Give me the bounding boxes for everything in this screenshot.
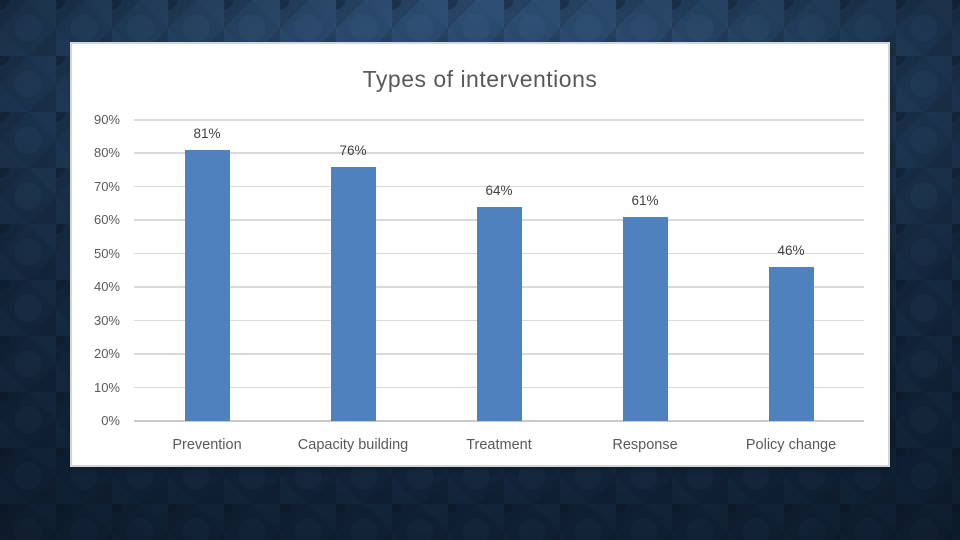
bar-value-label: 81% (193, 126, 221, 142)
gridline (134, 152, 864, 154)
bar-capacity-building (330, 166, 376, 421)
bar-treatment (476, 206, 522, 421)
y-axis-tick-label: 60% (93, 212, 120, 228)
y-axis-tick-label: 20% (93, 346, 120, 362)
gridline (134, 119, 864, 121)
bar-value-label: 46% (777, 243, 805, 259)
bar-response (622, 216, 668, 421)
chart-title: Types of interventions (362, 66, 598, 92)
x-axis-category-label: Treatment (466, 437, 532, 453)
x-axis-category-label: Capacity building (297, 437, 409, 453)
gridline (134, 185, 864, 188)
y-axis-tick-label: 10% (93, 379, 120, 395)
x-axis-category-label: Prevention (172, 437, 242, 453)
y-axis-tick-label: 80% (93, 145, 120, 161)
chart-panel: Types of interventions 0% 10% 20% 30% 40% 50%… (72, 44, 888, 465)
y-axis-tick-label: 40% (93, 279, 120, 295)
y-axis-tick-label: 30% (93, 312, 120, 328)
y-axis-tick-label: 50% (93, 245, 120, 261)
bar-value-label: 64% (485, 182, 513, 198)
x-axis-category-label: Policy change (745, 437, 837, 453)
y-axis-tick-label: 90% (93, 112, 120, 127)
x-axis-category-label: Response (612, 437, 678, 453)
bar-prevention (184, 150, 230, 421)
bar-value-label: 76% (339, 142, 367, 158)
y-axis-tick-label: 70% (93, 178, 120, 194)
bar-policy-change (768, 267, 814, 421)
bar-value-label: 61% (631, 192, 659, 208)
y-axis-tick-label: 0% (101, 413, 120, 428)
bar-chart-plot: 0% 10% 20% 30% 40% 50% 60% 70% 80% 90% 81% Preventi… (72, 44, 888, 465)
